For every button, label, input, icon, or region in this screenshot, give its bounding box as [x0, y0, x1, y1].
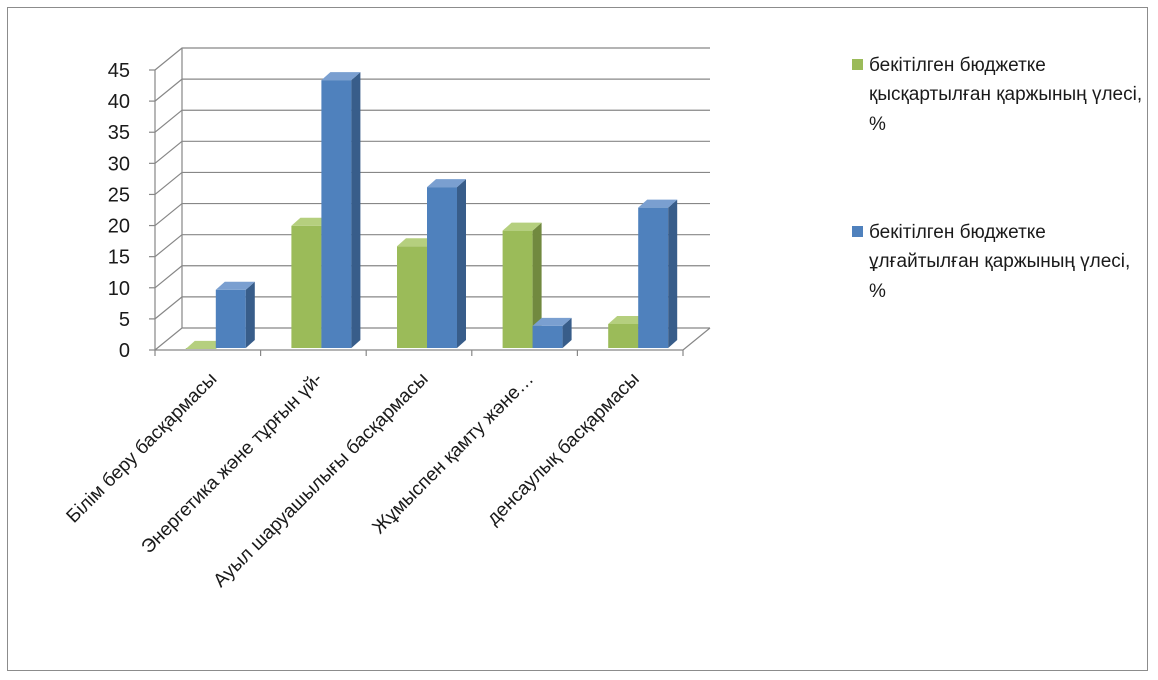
bar-top-face — [321, 72, 361, 81]
bar-top-face — [502, 222, 542, 231]
y-tick-label: 40 — [108, 91, 130, 113]
y-tick-label: 10 — [108, 278, 130, 300]
bar-side-face — [562, 317, 572, 348]
bar-front-face — [397, 246, 427, 348]
legend-swatch-series-2 — [852, 226, 863, 237]
bar-top-face — [427, 179, 466, 188]
bar — [321, 72, 361, 348]
gridline — [154, 47, 710, 71]
bar-front-face — [321, 80, 352, 348]
bar-top-face — [185, 340, 225, 349]
legend-label-series-1: бекітілген бюджетке қысқартылған қаржыны… — [869, 55, 1143, 135]
bar-front-face — [427, 187, 457, 348]
axes — [149, 48, 711, 356]
bar-side-face — [668, 199, 678, 348]
bar — [427, 179, 466, 348]
chart-frame — [7, 7, 1148, 671]
bar-top-face — [638, 199, 678, 208]
bar-front-face — [532, 325, 563, 348]
bar — [215, 281, 255, 348]
legend-item-series-1: бекітілген бюджетке қысқартылған қаржыны… — [852, 51, 1152, 139]
bar-side-face — [351, 72, 361, 348]
bar-front-face — [608, 324, 639, 348]
bar-front-face — [638, 207, 669, 348]
bar-side-face — [532, 222, 542, 348]
bar-top-face — [291, 217, 331, 226]
legend-label-series-2: бекітілген бюджетке ұлғайтылған қаржының… — [869, 222, 1131, 302]
y-tick-label: 0 — [119, 340, 130, 362]
y-tick-label: 35 — [108, 122, 130, 144]
y-tick-label: 15 — [108, 247, 130, 269]
gridline — [154, 78, 710, 102]
bar-side-face — [245, 281, 255, 348]
y-tick-label: 30 — [108, 153, 130, 175]
bar-top-face — [532, 317, 572, 326]
bars — [185, 72, 678, 349]
bar-side-face — [457, 179, 466, 348]
y-tick-label: 25 — [108, 184, 130, 206]
bar-front-face — [215, 289, 246, 348]
gridline — [154, 140, 710, 164]
y-tick-label: 20 — [108, 216, 130, 238]
bar — [638, 199, 678, 348]
bar-top-face — [215, 281, 255, 290]
y-tick-labels: 0 5 10 15 20 25 30 35 40 45 — [108, 60, 130, 362]
x-tick-label: Ауыл шаруашылығы басқармасы — [210, 369, 433, 592]
bar-front-face — [502, 230, 533, 348]
y-tick-label: 5 — [119, 309, 130, 331]
gridline — [154, 109, 710, 133]
legend-item-series-2: бекітілген бюджетке ұлғайтылған қаржының… — [852, 218, 1152, 306]
bar — [502, 222, 542, 348]
legend-swatch-series-1 — [852, 59, 863, 70]
x-tick-label: Энергетика және тұрғын үй- — [138, 369, 327, 558]
bar-top-face — [608, 316, 648, 324]
bar-front-face — [291, 225, 322, 348]
bar-top-face — [397, 238, 436, 247]
bar — [532, 317, 572, 348]
y-tick-label: 45 — [108, 60, 130, 82]
